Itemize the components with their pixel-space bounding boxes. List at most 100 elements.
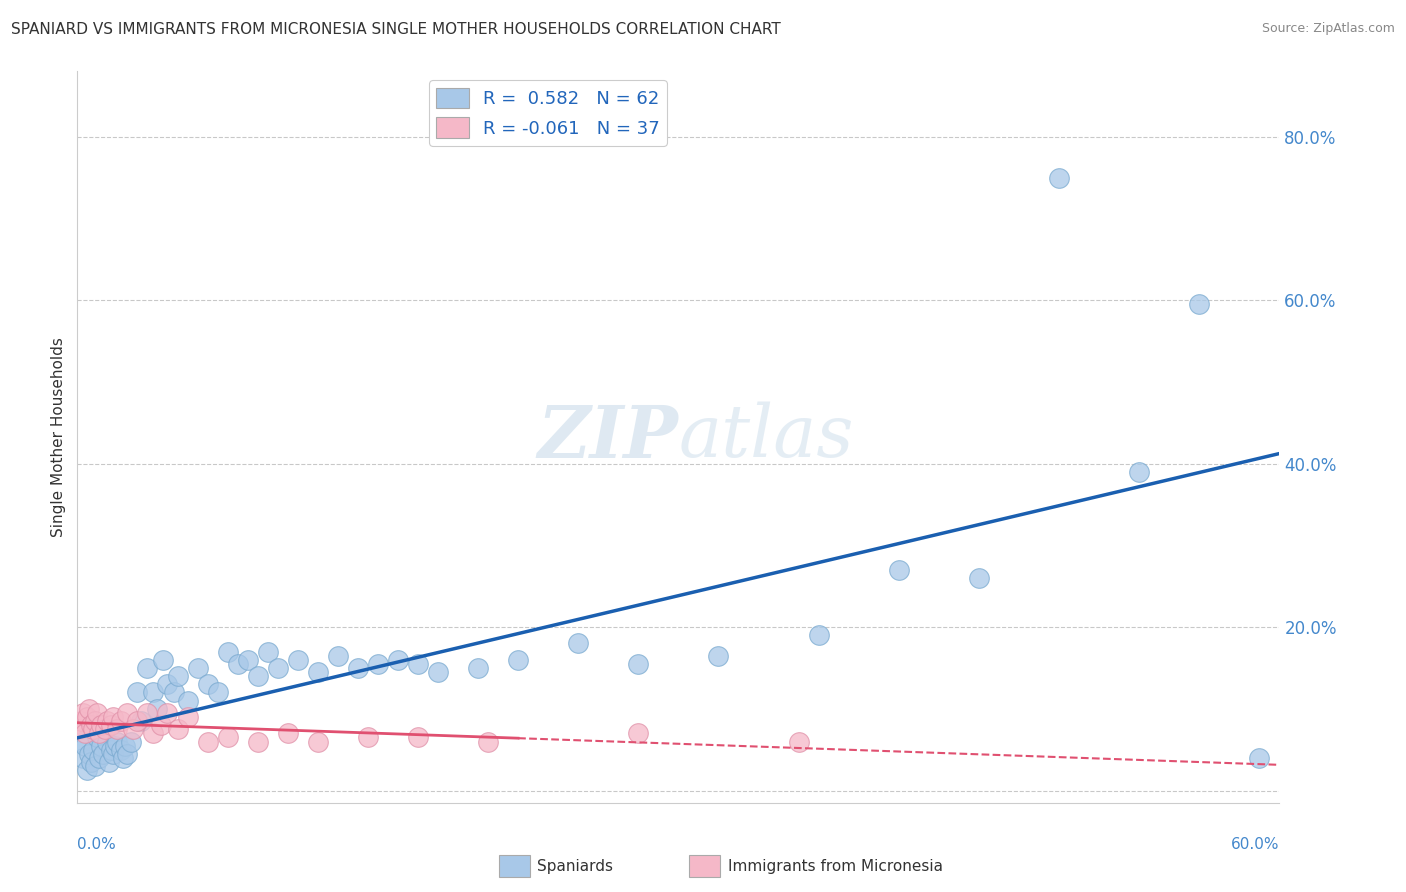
- Text: atlas: atlas: [679, 401, 853, 473]
- Point: [807, 628, 830, 642]
- Point: [127, 714, 149, 728]
- Point: [307, 734, 329, 748]
- Point: [72, 751, 94, 765]
- Point: [127, 685, 149, 699]
- Point: [70, 714, 93, 728]
- Point: [707, 648, 730, 663]
- Text: 0.0%: 0.0%: [77, 838, 117, 852]
- Point: [75, 726, 97, 740]
- Point: [131, 714, 153, 728]
- Point: [787, 734, 810, 748]
- Point: [406, 657, 429, 671]
- Point: [142, 685, 165, 699]
- Point: [84, 714, 107, 728]
- Text: Spaniards: Spaniards: [537, 859, 613, 873]
- Point: [136, 661, 159, 675]
- Point: [236, 653, 259, 667]
- Point: [89, 751, 111, 765]
- Point: [80, 755, 103, 769]
- Point: [79, 747, 101, 761]
- Point: [117, 706, 139, 720]
- Point: [103, 747, 125, 761]
- Point: [627, 657, 650, 671]
- Point: [150, 718, 173, 732]
- Point: [93, 747, 115, 761]
- Point: [326, 648, 349, 663]
- Legend: R =  0.582   N = 62, R = -0.061   N = 37: R = 0.582 N = 62, R = -0.061 N = 37: [429, 80, 666, 145]
- Point: [226, 657, 249, 671]
- Point: [82, 742, 104, 756]
- Point: [197, 677, 219, 691]
- Point: [100, 718, 122, 732]
- Point: [120, 734, 142, 748]
- Point: [89, 726, 111, 740]
- Point: [357, 731, 380, 745]
- Point: [162, 685, 184, 699]
- Point: [567, 636, 589, 650]
- Point: [246, 669, 269, 683]
- Point: [387, 653, 409, 667]
- Point: [156, 706, 179, 720]
- Point: [277, 726, 299, 740]
- Point: [110, 714, 132, 728]
- Point: [166, 723, 188, 737]
- Point: [427, 665, 450, 679]
- Point: [75, 739, 97, 753]
- Point: [1128, 465, 1150, 479]
- Y-axis label: Single Mother Households: Single Mother Households: [51, 337, 66, 537]
- Point: [96, 734, 118, 748]
- Point: [100, 742, 122, 756]
- Point: [79, 702, 101, 716]
- Point: [72, 706, 94, 720]
- Point: [246, 734, 269, 748]
- Point: [82, 723, 104, 737]
- Point: [186, 661, 209, 675]
- Point: [103, 710, 125, 724]
- Point: [94, 723, 117, 737]
- Point: [70, 734, 93, 748]
- Point: [98, 755, 121, 769]
- Point: [84, 759, 107, 773]
- Point: [136, 706, 159, 720]
- Point: [166, 669, 188, 683]
- Point: [467, 661, 489, 675]
- Point: [256, 645, 278, 659]
- FancyBboxPatch shape: [499, 855, 530, 877]
- Point: [67, 723, 90, 737]
- Point: [117, 747, 139, 761]
- Text: Immigrants from Micronesia: Immigrants from Micronesia: [728, 859, 943, 873]
- Point: [156, 677, 179, 691]
- Point: [176, 710, 198, 724]
- Point: [367, 657, 389, 671]
- Point: [76, 710, 98, 724]
- Point: [176, 693, 198, 707]
- FancyBboxPatch shape: [689, 855, 720, 877]
- Point: [627, 726, 650, 740]
- Point: [90, 739, 112, 753]
- Point: [307, 665, 329, 679]
- Point: [1047, 170, 1070, 185]
- Text: ZIP: ZIP: [537, 401, 679, 473]
- Point: [1249, 751, 1271, 765]
- Point: [347, 661, 370, 675]
- Point: [207, 685, 229, 699]
- Text: 60.0%: 60.0%: [1232, 838, 1279, 852]
- Point: [107, 734, 129, 748]
- Point: [508, 653, 530, 667]
- Point: [90, 718, 112, 732]
- Point: [887, 563, 910, 577]
- Point: [110, 742, 132, 756]
- Point: [287, 653, 309, 667]
- Text: Source: ZipAtlas.com: Source: ZipAtlas.com: [1261, 22, 1395, 36]
- Point: [1188, 297, 1211, 311]
- Point: [107, 723, 129, 737]
- Point: [406, 731, 429, 745]
- Point: [477, 734, 499, 748]
- Point: [104, 739, 127, 753]
- Point: [142, 726, 165, 740]
- Point: [152, 653, 174, 667]
- Point: [267, 661, 290, 675]
- Point: [112, 751, 135, 765]
- Point: [197, 734, 219, 748]
- Point: [217, 645, 239, 659]
